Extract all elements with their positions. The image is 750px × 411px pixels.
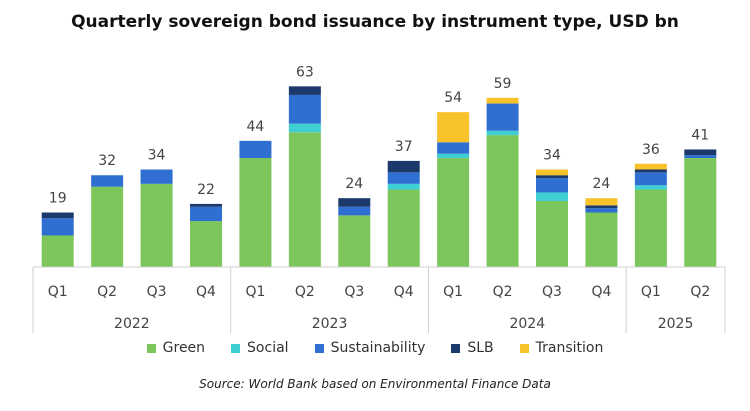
year-label-2022: 2022: [114, 316, 150, 332]
bar-segment-sustainability-14: [684, 155, 717, 159]
total-label-12: 24: [593, 176, 611, 192]
x-tick-label-9: Q1: [443, 284, 463, 300]
total-label-8: 37: [395, 139, 413, 155]
bar-segment-social-13: [634, 185, 667, 190]
chart-source: Source: World Bank based on Environmenta…: [199, 377, 551, 391]
bar-segment-slb-11: [536, 175, 568, 179]
legend-swatch-transition: [519, 343, 529, 353]
legend-swatch-social: [231, 343, 241, 353]
bar-segment-sustainability-4: [190, 206, 222, 222]
bar-segment-transition-9: [437, 112, 470, 143]
bar-segment-transition-12: [585, 198, 618, 206]
bar-segment-slb-4: [190, 203, 222, 207]
legend-item-transition: Transition: [519, 340, 604, 356]
total-label-4: 22: [197, 182, 215, 198]
bar-segment-slb-14: [684, 149, 717, 156]
total-label-1: 19: [49, 191, 67, 207]
bar-segment-green-1: [41, 235, 74, 267]
bar-segment-sustainability-11: [536, 178, 568, 193]
bar-segment-sustainability-3: [140, 169, 173, 184]
total-label-9: 54: [444, 90, 462, 106]
bar-segment-green-6: [288, 132, 321, 267]
total-label-3: 34: [148, 148, 166, 164]
year-label-2023: 2023: [312, 316, 348, 332]
bar-segment-slb-8: [387, 160, 420, 173]
bar-segment-green-7: [338, 215, 371, 267]
total-label-13: 36: [642, 142, 660, 158]
bar-segment-transition-13: [634, 163, 667, 170]
bar-segment-transition-11: [536, 169, 568, 176]
x-tick-label-10: Q2: [493, 284, 513, 300]
total-label-10: 59: [494, 76, 512, 92]
bar-segment-slb-12: [585, 205, 618, 209]
bar-segment-social-6: [288, 123, 321, 133]
x-tick-label-1: Q1: [48, 284, 68, 300]
bar-segment-green-10: [486, 135, 519, 267]
legend-swatch-green: [146, 343, 156, 353]
bar-segment-slb-6: [288, 86, 321, 95]
bar-segment-transition-10: [486, 97, 519, 104]
x-tick-label-6: Q2: [295, 284, 315, 300]
legend-item-sustainability: Sustainability: [314, 340, 426, 356]
legend-swatch-sustainability: [314, 343, 324, 353]
bar-segment-slb-1: [41, 212, 74, 219]
x-tick-label-8: Q4: [394, 284, 414, 300]
year-label-2025: 2025: [658, 316, 694, 332]
bar-segment-green-13: [634, 189, 667, 267]
bar-segment-sustainability-8: [387, 172, 420, 184]
bar-segment-slb-7: [338, 198, 371, 207]
bar-segment-green-14: [684, 158, 717, 267]
bar-segment-green-12: [585, 212, 618, 267]
total-label-7: 24: [345, 176, 363, 192]
bar-segment-sustainability-5: [239, 140, 272, 159]
legend-swatch-slb: [451, 343, 461, 353]
bar-segment-green-3: [140, 183, 173, 267]
bar-segment-green-11: [536, 201, 568, 267]
x-tick-label-11: Q3: [542, 284, 562, 300]
total-label-11: 34: [543, 148, 561, 164]
bar-segment-social-8: [387, 183, 420, 190]
bar-segment-green-8: [387, 189, 420, 267]
bar-segment-sustainability-12: [585, 208, 618, 213]
bar-segment-sustainability-10: [486, 103, 519, 131]
total-label-14: 41: [691, 127, 709, 143]
bar-segment-social-9: [437, 153, 470, 159]
legend-label-transition: Transition: [535, 340, 604, 356]
bar-segment-green-5: [239, 158, 272, 267]
bar-segment-sustainability-9: [437, 142, 470, 154]
legend-label-green: Green: [162, 340, 206, 356]
bar-segment-sustainability-7: [338, 206, 371, 216]
x-tick-label-12: Q4: [591, 284, 611, 300]
legend-item-slb: SLB: [451, 340, 494, 356]
x-tick-label-5: Q1: [245, 284, 265, 300]
legend-label-sustainability: Sustainability: [330, 340, 426, 356]
bar-segment-green-2: [91, 186, 124, 267]
legend-item-social: Social: [231, 340, 289, 356]
legend-item-green: Green: [146, 340, 206, 356]
total-label-6: 63: [296, 64, 314, 80]
x-tick-label-4: Q4: [196, 284, 216, 300]
bar-segment-sustainability-2: [91, 175, 124, 187]
total-label-2: 32: [98, 153, 116, 169]
chart-title: Quarterly sovereign bond issuance by ins…: [71, 12, 679, 32]
x-tick-label-13: Q1: [641, 284, 661, 300]
bar-segment-sustainability-6: [288, 94, 321, 124]
legend-label-slb: SLB: [467, 340, 494, 356]
x-tick-label-7: Q3: [344, 284, 364, 300]
bar-segment-green-4: [190, 221, 222, 267]
year-label-2024: 2024: [509, 316, 545, 332]
bar-segment-social-10: [486, 130, 519, 136]
total-label-5: 44: [247, 119, 265, 135]
bar-segment-green-9: [437, 158, 470, 267]
chart-legend: Green Social Sustainability SLB Transiti…: [0, 340, 750, 356]
bar-segment-social-11: [536, 192, 568, 202]
bar-segment-slb-13: [634, 169, 667, 173]
bar-segment-sustainability-13: [634, 172, 667, 186]
legend-label-social: Social: [247, 340, 289, 356]
x-tick-label-3: Q3: [147, 284, 167, 300]
bar-segment-sustainability-1: [41, 218, 74, 236]
x-tick-label-14: Q2: [690, 284, 710, 300]
x-tick-label-2: Q2: [97, 284, 117, 300]
